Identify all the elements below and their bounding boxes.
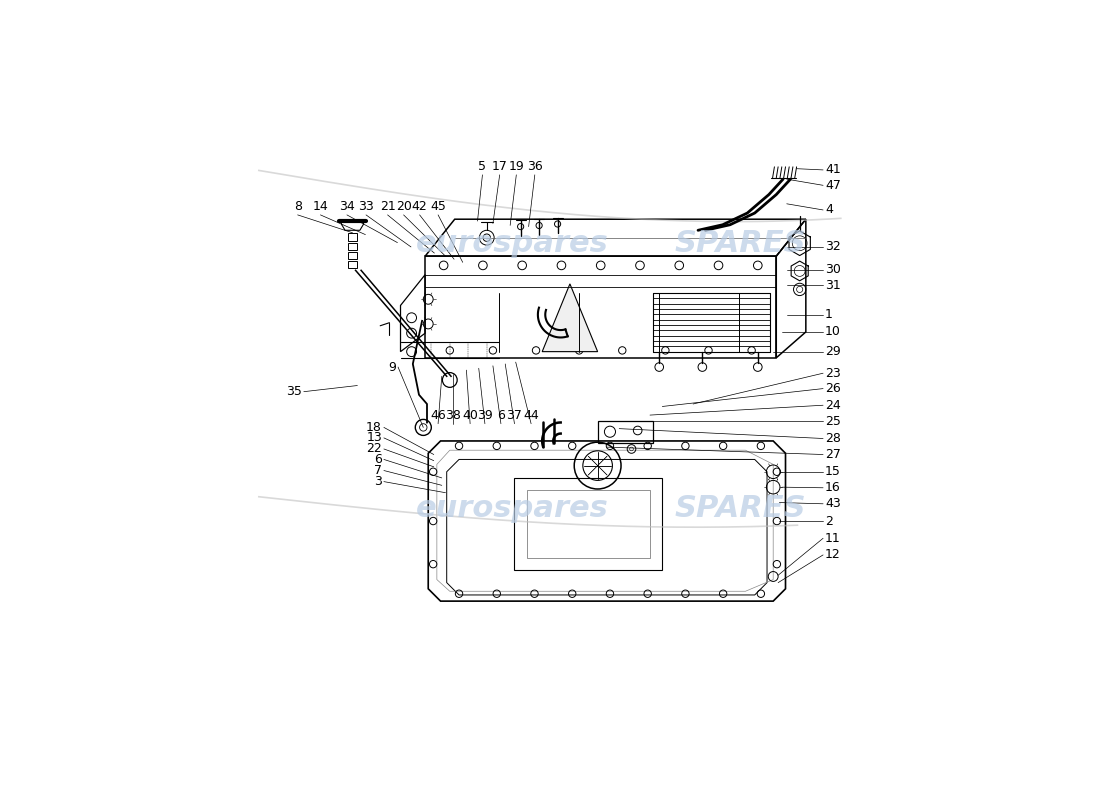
Text: 20: 20 xyxy=(396,200,411,213)
Text: 31: 31 xyxy=(825,278,840,292)
Text: 19: 19 xyxy=(508,160,525,173)
Text: 8: 8 xyxy=(294,200,301,213)
Polygon shape xyxy=(348,252,356,259)
Text: SPARES: SPARES xyxy=(674,494,806,523)
Text: 32: 32 xyxy=(825,241,840,254)
Text: 21: 21 xyxy=(379,200,395,213)
Text: 47: 47 xyxy=(825,179,840,192)
Text: 46: 46 xyxy=(430,410,446,422)
Text: eurospares: eurospares xyxy=(416,230,608,258)
Text: 6: 6 xyxy=(374,453,382,466)
Text: 5: 5 xyxy=(478,160,486,173)
Text: 2: 2 xyxy=(825,514,833,527)
Text: 11: 11 xyxy=(825,532,840,545)
Text: 41: 41 xyxy=(825,163,840,177)
Text: 39: 39 xyxy=(477,410,493,422)
Text: SPARES: SPARES xyxy=(674,230,806,258)
Text: 7: 7 xyxy=(374,464,382,477)
Text: 38: 38 xyxy=(444,410,461,422)
Text: 44: 44 xyxy=(524,410,539,422)
Polygon shape xyxy=(542,284,597,352)
Polygon shape xyxy=(348,261,356,269)
Text: 29: 29 xyxy=(825,345,840,358)
Polygon shape xyxy=(348,242,356,250)
Polygon shape xyxy=(341,221,363,230)
Text: 40: 40 xyxy=(462,410,478,422)
Text: 34: 34 xyxy=(339,200,355,213)
Text: eurospares: eurospares xyxy=(416,494,608,523)
Text: 33: 33 xyxy=(359,200,374,213)
Text: 1: 1 xyxy=(825,308,833,321)
Text: 42: 42 xyxy=(411,200,428,213)
Text: 26: 26 xyxy=(825,382,840,395)
Text: 37: 37 xyxy=(506,410,522,422)
Text: 9: 9 xyxy=(388,361,396,374)
Text: 16: 16 xyxy=(825,482,840,494)
Text: 35: 35 xyxy=(286,385,301,398)
Text: 24: 24 xyxy=(825,398,840,412)
Text: 23: 23 xyxy=(825,366,840,380)
Text: 6: 6 xyxy=(497,410,505,422)
Text: 36: 36 xyxy=(527,160,542,173)
Text: 25: 25 xyxy=(825,414,840,428)
Text: 10: 10 xyxy=(825,326,840,338)
Text: 30: 30 xyxy=(825,263,840,276)
Text: 18: 18 xyxy=(366,421,382,434)
Text: 22: 22 xyxy=(366,442,382,455)
Text: 15: 15 xyxy=(825,466,840,478)
Text: 28: 28 xyxy=(825,432,840,445)
Text: 17: 17 xyxy=(492,160,507,173)
Text: 12: 12 xyxy=(825,549,840,562)
Text: 27: 27 xyxy=(825,448,840,461)
Text: 3: 3 xyxy=(374,475,382,488)
Polygon shape xyxy=(348,234,356,241)
Text: 43: 43 xyxy=(825,498,840,510)
Text: 14: 14 xyxy=(312,200,328,213)
Text: 4: 4 xyxy=(825,203,833,217)
Text: 45: 45 xyxy=(430,200,446,213)
Text: 13: 13 xyxy=(366,431,382,444)
